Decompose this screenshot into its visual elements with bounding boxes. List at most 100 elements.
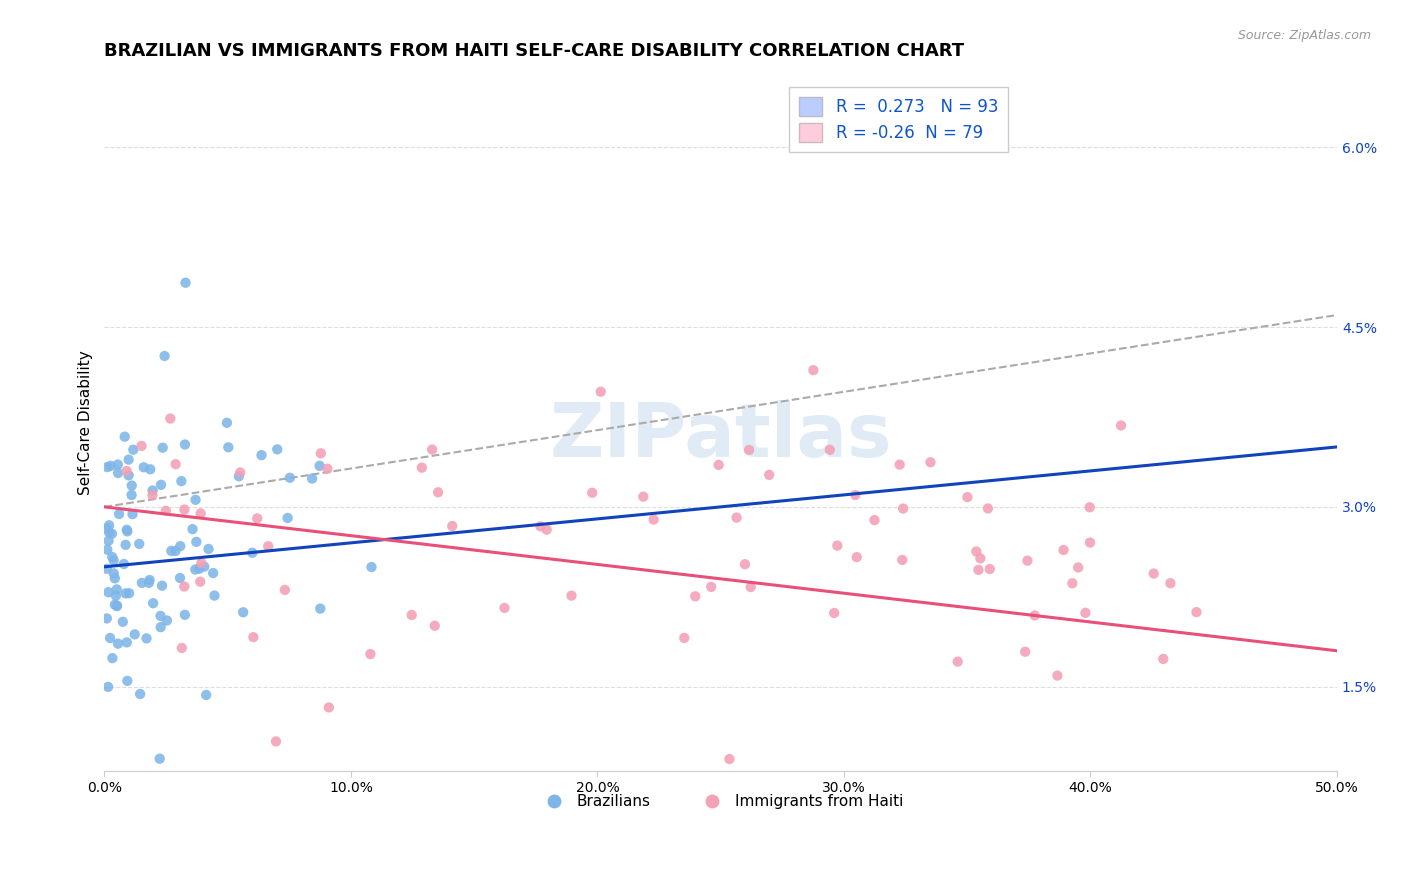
Point <box>1109 418 1132 433</box>
Point <box>104 589 127 603</box>
Point <box>891 501 914 516</box>
Point <box>170 640 193 655</box>
Point <box>818 442 841 457</box>
Point <box>188 574 211 589</box>
Point <box>250 448 273 462</box>
Point <box>152 441 174 455</box>
Point <box>228 469 250 483</box>
Point <box>190 507 212 521</box>
Point <box>103 566 125 581</box>
Point <box>309 446 332 460</box>
Point <box>1078 500 1101 515</box>
Point <box>97 533 120 548</box>
Point <box>195 688 218 702</box>
Point <box>423 618 446 632</box>
Point <box>129 687 152 701</box>
Point <box>105 582 128 597</box>
Point <box>114 586 136 600</box>
Point <box>309 601 332 615</box>
Point <box>845 550 868 565</box>
Point <box>139 462 162 476</box>
Point <box>560 589 582 603</box>
Point <box>174 276 197 290</box>
Point <box>316 461 339 475</box>
Point <box>98 631 121 645</box>
Point <box>142 596 165 610</box>
Point <box>581 485 603 500</box>
Point <box>946 655 969 669</box>
Point <box>1152 652 1174 666</box>
Point <box>96 542 118 557</box>
Point <box>169 571 191 585</box>
Point <box>718 752 741 766</box>
Point <box>738 442 761 457</box>
Point <box>181 522 204 536</box>
Point <box>240 546 263 560</box>
Point <box>114 430 136 444</box>
Point <box>1159 576 1181 591</box>
Point <box>725 510 748 524</box>
Point <box>101 651 124 665</box>
Point <box>141 488 163 502</box>
Point <box>115 523 138 537</box>
Point <box>1017 554 1039 568</box>
Point <box>242 630 264 644</box>
Point <box>173 502 195 516</box>
Point <box>217 440 239 454</box>
Legend: Brazilians, Immigrants from Haiti: Brazilians, Immigrants from Haiti <box>533 788 910 815</box>
Point <box>114 538 136 552</box>
Point <box>149 752 172 766</box>
Point <box>1052 543 1074 558</box>
Point <box>202 566 225 580</box>
Point <box>165 457 187 471</box>
Point <box>121 507 143 521</box>
Point <box>173 607 195 622</box>
Point <box>1046 668 1069 682</box>
Point <box>107 458 129 472</box>
Point <box>149 608 172 623</box>
Point <box>264 734 287 748</box>
Point <box>131 439 153 453</box>
Point <box>97 585 120 599</box>
Point <box>101 526 124 541</box>
Point <box>104 598 127 612</box>
Point <box>427 485 450 500</box>
Point <box>803 363 825 377</box>
Point <box>589 384 612 399</box>
Point <box>107 466 129 480</box>
Point <box>740 580 762 594</box>
Point <box>215 416 238 430</box>
Point <box>115 464 138 478</box>
Point <box>155 504 177 518</box>
Point <box>159 411 181 425</box>
Point <box>301 472 323 486</box>
Point <box>965 544 987 558</box>
Point <box>132 460 155 475</box>
Point <box>112 557 135 571</box>
Point <box>160 544 183 558</box>
Point <box>1024 608 1046 623</box>
Point <box>967 563 990 577</box>
Text: Source: ZipAtlas.com: Source: ZipAtlas.com <box>1237 29 1371 42</box>
Point <box>956 490 979 504</box>
Text: BRAZILIAN VS IMMIGRANTS FROM HAITI SELF-CARE DISABILITY CORRELATION CHART: BRAZILIAN VS IMMIGRANTS FROM HAITI SELF-… <box>104 42 965 60</box>
Point <box>274 582 297 597</box>
Point <box>844 488 866 502</box>
Point <box>977 501 1000 516</box>
Point <box>100 458 122 473</box>
Point <box>827 539 849 553</box>
Point <box>173 580 195 594</box>
Point <box>135 632 157 646</box>
Point <box>96 562 118 576</box>
Text: ZIPatlas: ZIPatlas <box>550 401 891 474</box>
Point <box>979 562 1001 576</box>
Point <box>188 562 211 576</box>
Point <box>257 539 280 553</box>
Point <box>318 700 340 714</box>
Point <box>169 539 191 553</box>
Point <box>536 523 558 537</box>
Point <box>673 631 696 645</box>
Point <box>156 614 179 628</box>
Point <box>734 558 756 572</box>
Point <box>170 474 193 488</box>
